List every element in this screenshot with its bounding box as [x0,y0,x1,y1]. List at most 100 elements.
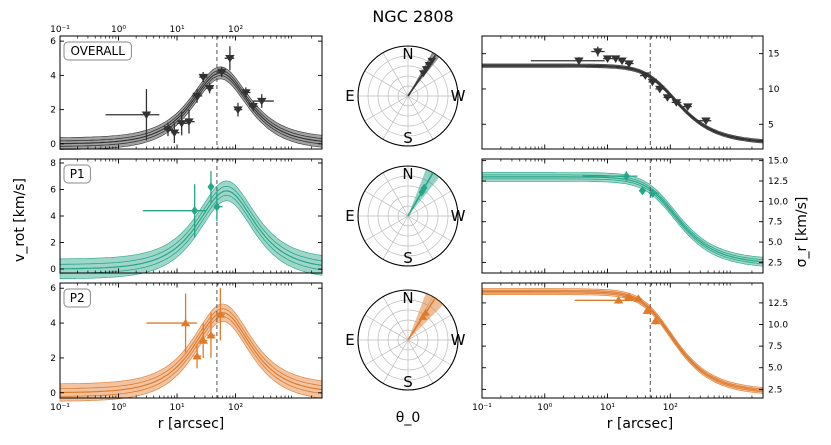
theta-point [421,183,428,193]
data-point [650,316,661,325]
y-tick-label: 15.0 [768,157,788,167]
data-point [574,57,584,66]
data-point [593,48,603,56]
data-point [204,85,215,93]
data-point [192,92,202,101]
polar-grid-spoke [364,190,409,217]
compass-west: W [451,87,466,105]
data-point [216,68,227,77]
theta-point [424,61,434,69]
data-point [633,294,644,302]
data-point [225,55,235,63]
x-axis-label-left: r [arcsec] [158,416,224,432]
theta-wedge [408,293,444,340]
data-point [184,118,194,126]
polar-grid-spoke [364,70,409,97]
data-point [622,171,630,181]
y-axis-label-left: v_rot [km/s] [12,178,28,262]
y-tick-label: 7.5 [768,342,782,352]
polar-grid-spoke [364,314,409,341]
model-band-edge [482,178,764,265]
compass-south: S [403,249,413,267]
compass-north: N [402,289,413,307]
data-point [257,97,267,106]
polar-grid-spoke [382,95,409,140]
y-tick-label: 5 [768,120,774,130]
model-line [482,176,764,263]
population-label: P2 [70,291,85,305]
theta-point [419,70,428,78]
data-point [624,292,634,301]
model-line [60,190,323,270]
axes-frame [481,35,764,150]
x-tick-label: 10¹ [600,403,615,413]
model-band-edge [60,69,323,142]
x-tick-label: 10¹ [170,403,185,413]
polar-grid-spoke [407,215,434,260]
y-tick-label: 2.5 [768,385,782,395]
data-point [233,106,243,114]
y-tick-label: 12.5 [768,299,788,309]
data-point [192,351,202,360]
data-point [198,73,208,82]
data-point [176,120,187,128]
polar-grid-spoke [407,70,452,97]
data-point [671,99,682,107]
compass-south: S [403,129,413,147]
model-line [60,312,323,394]
model-band [481,172,764,267]
compass-north: N [402,45,413,63]
x-tick-label: 10⁻¹ [50,25,70,35]
data-point [662,94,673,102]
y-tick-label: 0 [50,389,56,399]
x-tick-label: 10² [228,25,243,35]
y-tick-label: 2 [50,354,56,364]
polar-grid-spoke [382,172,409,217]
data-point [213,202,221,212]
axes-frame [481,158,764,274]
data-point [642,306,653,314]
compass-south: S [403,373,413,391]
axes-frame [59,282,323,399]
population-badge [63,164,91,184]
polar-grid-spoke [407,314,452,341]
data-point [141,111,152,120]
data-point [617,57,627,66]
x-tick-label: 10⁻¹ [50,403,70,413]
data-point [638,186,646,196]
data-point [647,78,658,87]
model-band-edge [482,66,764,143]
model-band-edge [60,194,323,274]
y-tick-label: 6 [50,185,56,195]
model-band [481,288,764,394]
data-point [180,318,191,327]
figure-title: NGC 2808 [372,7,453,26]
y-tick-label: 6 [50,284,56,294]
data-point [624,60,634,68]
model-band-edge [60,308,323,389]
y-tick-label: 6 [50,37,56,47]
y-tick-label: 7.5 [768,218,782,228]
population-label: OVERALL [70,44,125,58]
compass-east: E [345,331,354,349]
data-point [610,55,621,63]
model-line [482,65,764,142]
population-badge [63,288,91,308]
y-tick-label: 4 [50,212,56,222]
model-band [59,66,323,150]
data-point [191,206,199,216]
x-tick-label: 10¹ [170,25,185,35]
y-tick-label: 0 [50,140,56,150]
compass-east: E [345,87,354,105]
y-tick-label: 0 [50,265,56,275]
model-band-edge [482,292,764,393]
data-point [602,55,613,63]
y-tick-label: 2 [50,239,56,249]
model-line [60,72,323,145]
data-point [207,182,215,192]
population-badge [63,41,132,61]
y-tick-label: 15 [768,50,779,60]
model-band-edge [482,289,764,390]
model-band-edge [60,316,323,397]
y-tick-label: 5.0 [768,364,783,374]
